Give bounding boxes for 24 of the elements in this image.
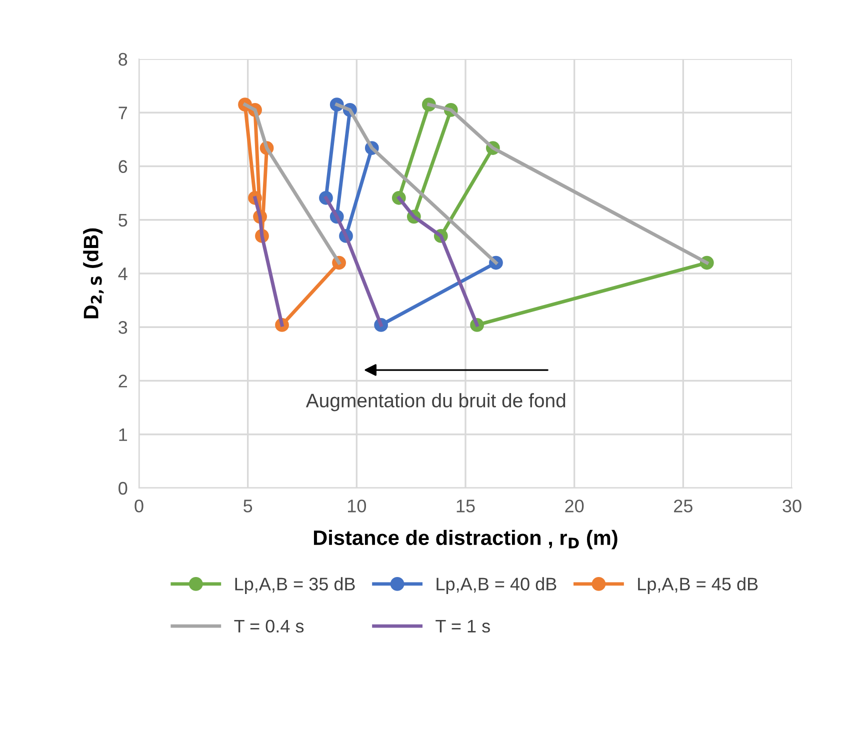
y-tick-label: 1 <box>119 428 128 441</box>
legend-label: Lp,A,B = 40 dB <box>436 577 556 594</box>
y-tick-label: 6 <box>118 160 128 173</box>
legend-label: T = 1 s <box>436 620 490 633</box>
annotation: Augmentation du bruit de fond <box>306 393 566 412</box>
x-tick-label: 25 <box>674 500 692 512</box>
y-tick-label: 3 <box>118 321 128 334</box>
y-axis-title: D$_{2,S}$ (dB) <box>83 228 104 318</box>
y-tick-label: 8 <box>118 52 128 66</box>
legend-label: Lp,A,B = 45 dB <box>638 577 758 594</box>
y-tick-label: 0 <box>118 482 128 495</box>
x-tick-label: 15 <box>456 500 475 512</box>
x-tick-label: 5 <box>244 500 252 512</box>
x-tick-label: 30 <box>782 500 802 512</box>
x-axis-title: Distance de distraction , r$_{D}$ (m) <box>314 530 618 550</box>
y-tick-label: 5 <box>118 214 128 227</box>
x-tick-label: 0 <box>134 500 144 512</box>
y-tick-label: 2 <box>118 374 127 388</box>
y-tick-label: 7 <box>118 106 127 120</box>
y-tick-label: 4 <box>118 268 128 280</box>
legend-label: T = 0.4 s <box>234 620 304 633</box>
legend-label: Lp,A,B = 35 dB <box>235 577 355 594</box>
x-tick-label: 20 <box>565 500 584 512</box>
x-tick-label: 10 <box>348 500 366 512</box>
